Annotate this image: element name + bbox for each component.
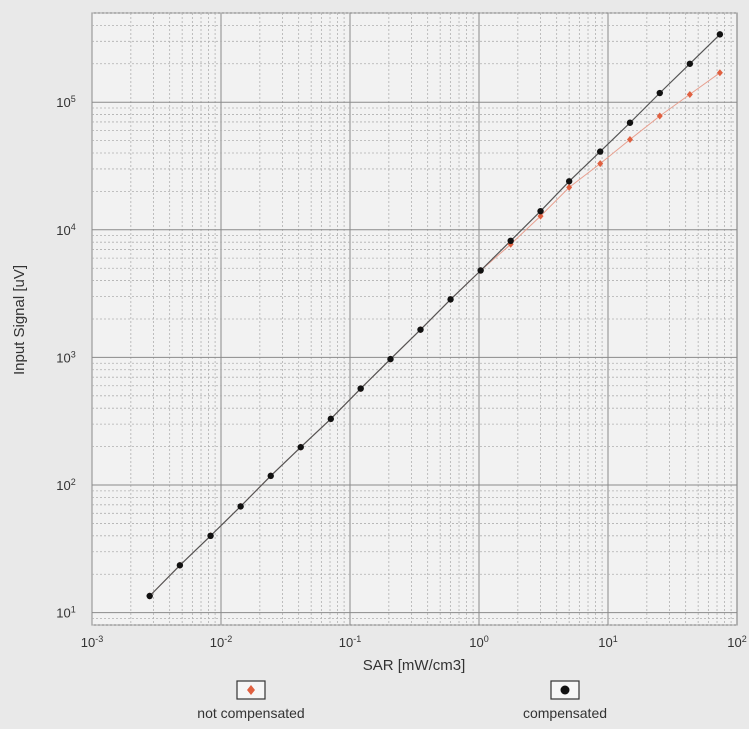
legend-item-not-compensated: not compensated — [197, 680, 305, 721]
x-tick-label: 101 — [598, 634, 617, 650]
data-point-not-compensated — [537, 212, 544, 220]
data-point-compensated — [596, 148, 604, 155]
data-point-not-compensated — [656, 112, 663, 120]
legend-label-not-compensated: not compensated — [197, 705, 304, 721]
data-point-compensated — [357, 385, 364, 392]
y-tick-label: 101 — [56, 605, 75, 621]
y-tick-label: 105 — [56, 94, 75, 110]
x-tick-label: 10-1 — [339, 634, 361, 650]
data-point-compensated — [327, 415, 335, 423]
x-tick-label: 10-2 — [210, 634, 232, 650]
data-point-compensated — [565, 178, 573, 185]
series-lines — [149, 33, 721, 597]
data-point-compensated — [477, 267, 484, 274]
data-point-compensated — [417, 326, 424, 333]
data-point-compensated — [507, 237, 514, 245]
data-point-compensated — [237, 503, 244, 510]
data-point-not-compensated — [686, 90, 693, 98]
y-tick-label: 103 — [56, 349, 75, 365]
legend-item-compensated: compensated — [523, 680, 607, 721]
y-tick-label: 102 — [56, 477, 75, 493]
data-point-compensated — [716, 31, 724, 38]
data-point-not-compensated — [597, 160, 604, 168]
data-point-compensated — [537, 207, 544, 215]
data-point-compensated — [447, 296, 454, 303]
data-point-compensated — [146, 592, 153, 600]
diamond-marker-icon — [247, 685, 255, 695]
data-point-compensated — [267, 472, 274, 480]
series-line-compensated — [149, 33, 721, 597]
data-point-not-compensated — [566, 183, 573, 191]
x-tick-label: 10-3 — [81, 634, 103, 650]
data-point-compensated — [686, 60, 694, 67]
data-point-compensated — [387, 355, 394, 363]
x-tick-label: 102 — [727, 634, 746, 650]
data-point-compensated — [297, 443, 304, 451]
grid — [91, 12, 737, 626]
data-point-compensated — [626, 119, 634, 126]
circle-marker-icon — [560, 685, 570, 695]
data-point-not-compensated — [626, 136, 633, 144]
x-axis-ticks: 10-3 10-2 10-1 100 101 102 — [81, 634, 747, 650]
data-point-compensated — [176, 562, 184, 569]
y-axis-label: Input Signal [uV] — [11, 265, 28, 375]
legend-label-compensated: compensated — [523, 705, 607, 721]
data-point-compensated — [656, 89, 663, 97]
y-tick-label: 104 — [56, 222, 75, 238]
x-axis-label: SAR [mW/cm3] — [363, 657, 466, 674]
y-axis-ticks: 101 102 103 104 105 — [56, 94, 75, 620]
data-point-not-compensated — [716, 69, 723, 77]
data-point-compensated — [207, 532, 214, 540]
data-points — [146, 31, 724, 600]
x-tick-label: 100 — [469, 634, 488, 650]
legend: not compensated compensated — [197, 680, 607, 721]
